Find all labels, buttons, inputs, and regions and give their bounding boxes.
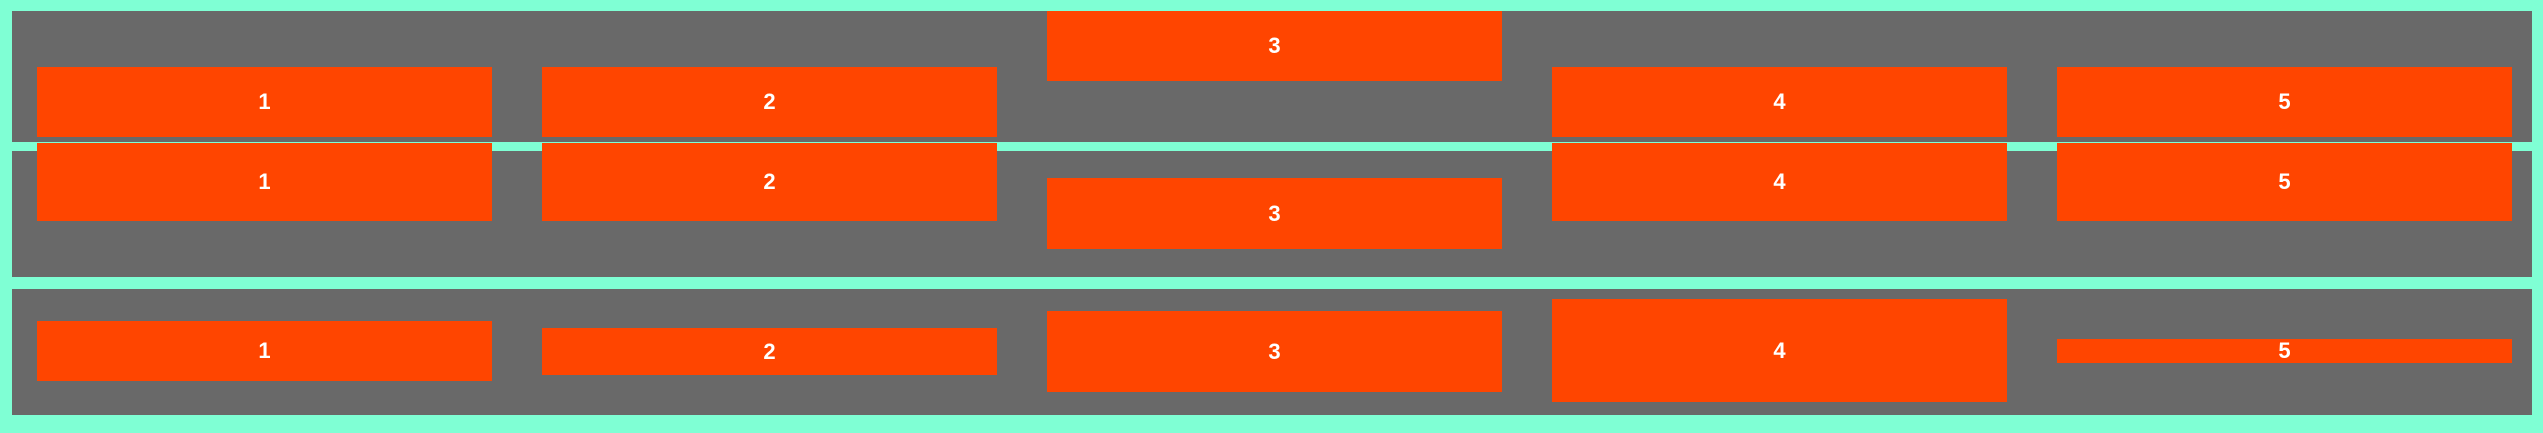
flex-item-4: 4 bbox=[1552, 299, 2007, 402]
flex-row-middle: 1 2 3 4 5 bbox=[12, 143, 2532, 277]
flex-item-2: 2 bbox=[542, 143, 997, 221]
flex-item-2: 2 bbox=[542, 67, 997, 137]
flex-item-3: 3 bbox=[1047, 11, 1502, 81]
flex-item-3: 3 bbox=[1047, 178, 1502, 249]
flex-item-4: 4 bbox=[1552, 143, 2007, 221]
flex-item-5: 5 bbox=[2057, 67, 2512, 137]
flex-row-bottom: 1 2 3 4 5 bbox=[12, 289, 2532, 415]
flex-item-5: 5 bbox=[2057, 339, 2512, 363]
flex-item-3: 3 bbox=[1047, 311, 1502, 392]
flex-row-top: 1 2 3 4 5 bbox=[12, 11, 2532, 142]
flex-item-2: 2 bbox=[542, 328, 997, 375]
flex-item-1: 1 bbox=[37, 143, 492, 221]
flex-item-5: 5 bbox=[2057, 143, 2512, 221]
flex-item-1: 1 bbox=[37, 321, 492, 381]
flex-item-4: 4 bbox=[1552, 67, 2007, 137]
flex-item-1: 1 bbox=[37, 67, 492, 137]
